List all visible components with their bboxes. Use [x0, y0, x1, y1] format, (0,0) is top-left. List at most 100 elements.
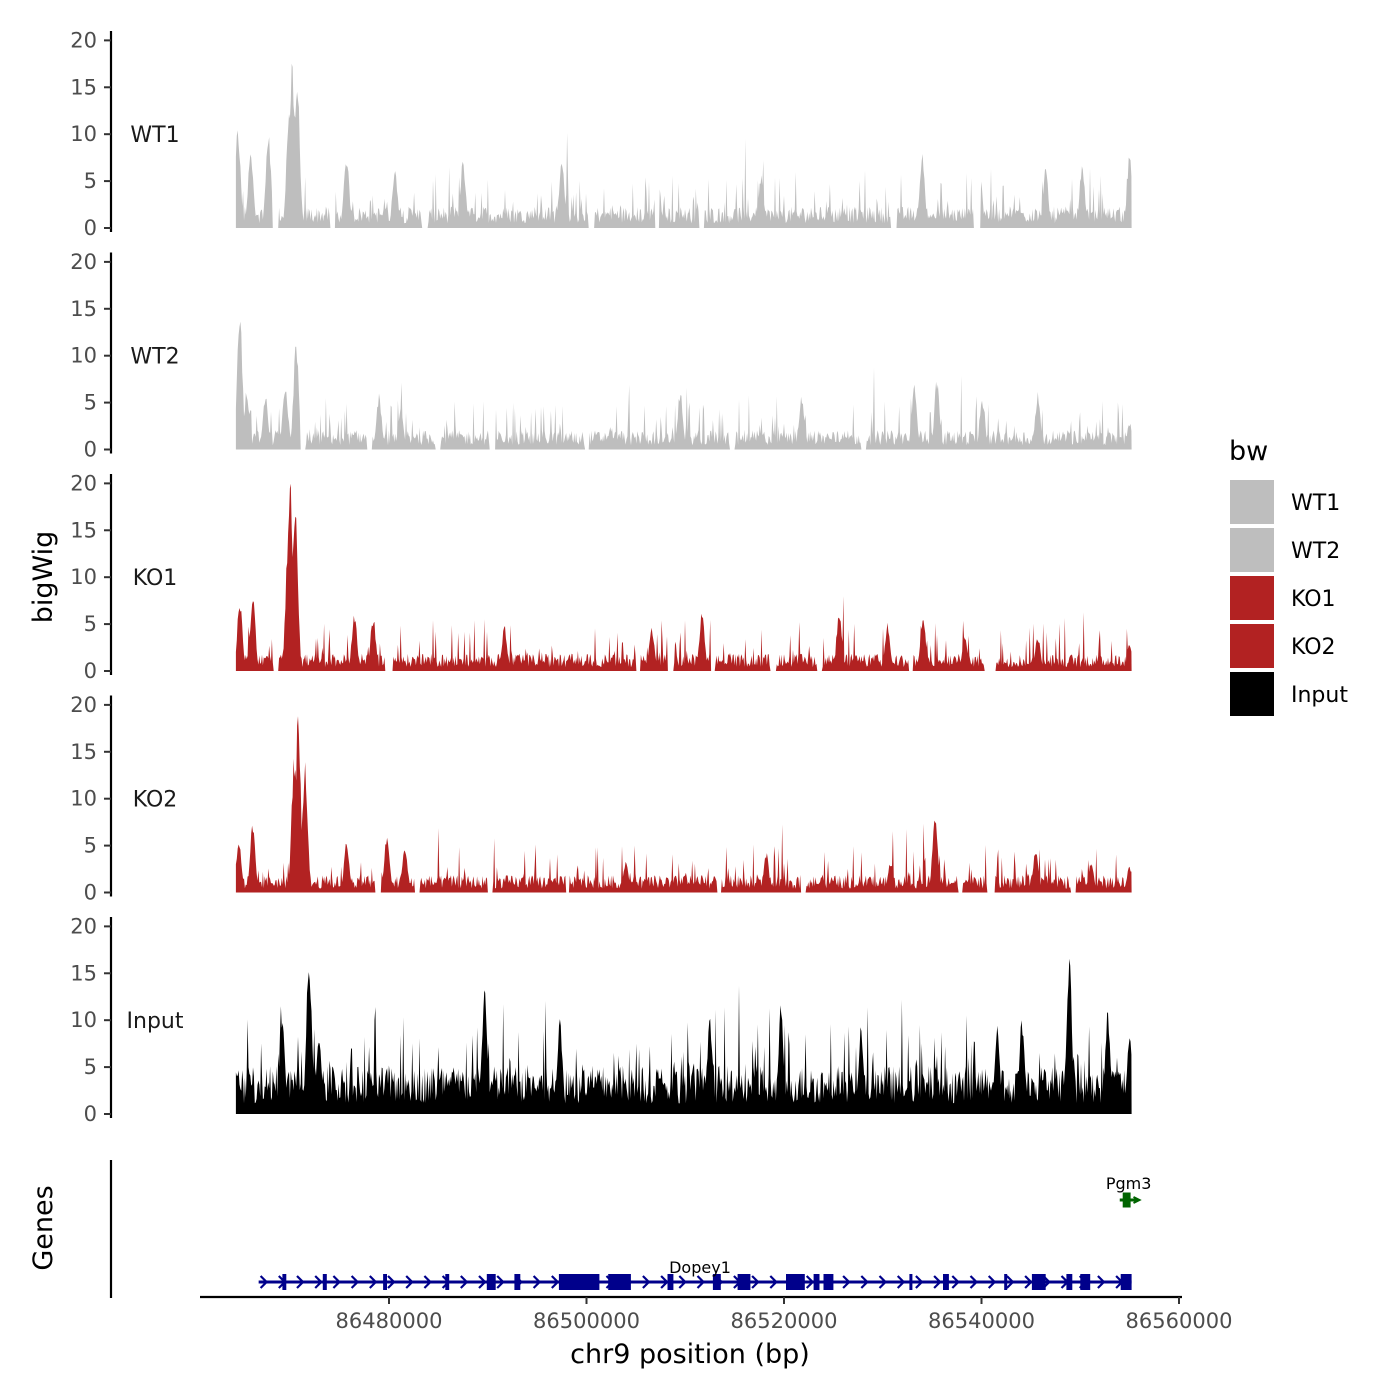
exon — [786, 1274, 805, 1290]
track-label: KO2 — [133, 788, 178, 813]
y-tick-label: 15 — [70, 75, 97, 99]
strand-arrow — [1133, 1196, 1142, 1204]
y-tick-label: 20 — [70, 471, 97, 495]
x-tick-label: 86540000 — [928, 1309, 1035, 1333]
strand-arrow — [642, 1275, 651, 1289]
strand-arrow — [551, 1275, 560, 1289]
signal-area-wt2 — [235, 321, 1132, 450]
exon — [1004, 1274, 1008, 1290]
x-tick-label: 86520000 — [731, 1309, 838, 1333]
x-axis-ticks: 86480000 86500000 86520000 86540000 86560000 — [336, 1297, 1233, 1333]
strand-arrow — [660, 1275, 669, 1289]
legend-entry-input: Input — [1230, 672, 1348, 716]
y-tick-label: 0 — [84, 216, 97, 240]
strand-arrow — [259, 1275, 269, 1289]
signal-area-ko1 — [235, 483, 1132, 671]
strand-arrow — [296, 1275, 305, 1289]
y-tick-label: 5 — [84, 169, 97, 193]
track-input: 0 5 10 15 20 Input — [70, 914, 1132, 1126]
strand-arrow — [1006, 1275, 1015, 1289]
exon — [558, 1274, 600, 1290]
track-wt2: 0 5 10 15 20 WT2 — [70, 250, 1132, 462]
strand-arrow — [769, 1275, 778, 1289]
track-wt1: 0 5 10 15 20 WT1 — [70, 28, 1132, 240]
legend-swatch — [1230, 576, 1274, 620]
gene-label: Pgm3 — [1106, 1174, 1152, 1193]
signal-area-wt1 — [235, 63, 1132, 229]
legend-label: KO2 — [1291, 635, 1336, 660]
gene-pgm3: Pgm3 — [1106, 1174, 1152, 1208]
y-tick-label: 0 — [84, 659, 97, 683]
strand-arrow — [987, 1275, 997, 1289]
y-tick-label: 10 — [70, 122, 97, 146]
exon — [667, 1274, 674, 1290]
y-tick-label: 15 — [70, 961, 97, 985]
y-tick-label: 5 — [84, 1055, 97, 1079]
strand-arrow — [496, 1275, 505, 1289]
exon — [1120, 1274, 1132, 1290]
strand-arrow — [969, 1275, 979, 1289]
y-tick-label: 5 — [84, 834, 97, 858]
y-tick-label: 10 — [70, 344, 97, 368]
strand-arrow — [332, 1275, 341, 1289]
legend-label: WT2 — [1291, 539, 1340, 564]
strand-arrow — [915, 1275, 924, 1289]
legend-label: WT1 — [1291, 491, 1340, 516]
y-tick-label: 0 — [84, 881, 97, 905]
strand-arrow — [350, 1275, 360, 1289]
exon — [737, 1274, 751, 1290]
strand-arrow — [423, 1275, 432, 1289]
strand-arrow — [842, 1275, 851, 1289]
signal-area-input — [235, 958, 1132, 1114]
strand-arrow — [478, 1275, 487, 1289]
exon — [322, 1274, 327, 1290]
x-axis-title: chr9 position (bp) — [570, 1339, 810, 1370]
strand-arrow — [696, 1275, 706, 1289]
strand-arrow — [751, 1275, 760, 1289]
strand-arrow — [860, 1275, 869, 1289]
y-tick-label: 10 — [70, 787, 97, 811]
y-axis-title: bigWig — [28, 531, 59, 624]
strand-arrow — [460, 1275, 469, 1289]
y-tick-label: 5 — [84, 612, 97, 636]
exon — [514, 1274, 521, 1290]
y-tick-label: 10 — [70, 1008, 97, 1032]
track-label: WT2 — [130, 345, 179, 370]
gene-dopey1: Dopey1 — [258, 1258, 1132, 1290]
y-tick-label: 20 — [70, 914, 97, 938]
legend-swatch — [1230, 672, 1274, 716]
gene-models: Dopey1 Pgm3 — [258, 1174, 1152, 1290]
track-label: Input — [127, 1009, 184, 1034]
strand-arrow — [951, 1275, 960, 1289]
y-tick-label: 20 — [70, 693, 97, 717]
strand-arrow — [405, 1275, 414, 1289]
strand-arrow — [532, 1275, 542, 1289]
y-tick-label: 15 — [70, 740, 97, 764]
y-tick-label: 0 — [84, 1102, 97, 1126]
track-ko2: 0 5 10 15 20 KO2 — [70, 693, 1132, 905]
strand-arrow — [678, 1275, 687, 1289]
strand-arrow — [369, 1275, 378, 1289]
legend-label: KO1 — [1291, 587, 1336, 612]
y-tick-label: 15 — [70, 518, 97, 542]
track-ko1: 0 5 10 15 20 KO1 — [70, 471, 1132, 683]
exon — [813, 1274, 820, 1290]
strand-arrow — [896, 1275, 906, 1289]
exon — [1080, 1274, 1091, 1290]
exon — [383, 1274, 387, 1290]
strand-arrow — [1097, 1275, 1106, 1289]
x-tick-label: 86560000 — [1126, 1309, 1233, 1333]
exon — [712, 1274, 721, 1290]
exon — [1066, 1274, 1073, 1290]
track-label: WT1 — [130, 123, 179, 148]
x-tick-label: 86500000 — [533, 1309, 640, 1333]
strand-arrow — [314, 1275, 323, 1289]
legend-entry-wt1: WT1 — [1230, 480, 1340, 524]
exon — [823, 1274, 834, 1290]
exon — [1031, 1274, 1046, 1290]
exon — [282, 1274, 287, 1290]
legend-entry-wt2: WT2 — [1230, 528, 1340, 572]
signal-area-ko2 — [235, 716, 1132, 893]
legend-label: Input — [1291, 683, 1348, 708]
legend-entry-ko1: KO1 — [1230, 576, 1336, 620]
